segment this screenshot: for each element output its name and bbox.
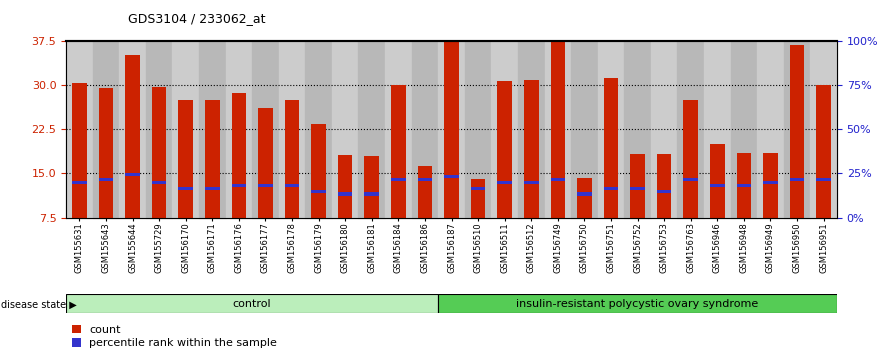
Bar: [498, 181, 512, 184]
Bar: [125, 173, 140, 176]
Bar: [338, 155, 352, 218]
Bar: [232, 184, 246, 187]
Bar: [252, 41, 278, 218]
Bar: [306, 41, 332, 218]
Bar: [258, 184, 273, 187]
Bar: [152, 87, 167, 218]
Bar: [518, 41, 544, 218]
FancyBboxPatch shape: [438, 294, 837, 313]
Bar: [152, 181, 167, 184]
Bar: [651, 41, 677, 218]
Bar: [359, 41, 385, 218]
Bar: [710, 144, 725, 218]
Bar: [625, 41, 651, 218]
Bar: [444, 175, 459, 178]
Bar: [258, 108, 273, 218]
Bar: [784, 41, 811, 218]
Bar: [677, 41, 704, 218]
Bar: [438, 41, 465, 218]
Bar: [657, 154, 671, 218]
Bar: [99, 178, 114, 181]
Bar: [789, 178, 804, 181]
Bar: [411, 41, 438, 218]
Bar: [630, 187, 645, 190]
Bar: [737, 153, 751, 218]
Bar: [332, 41, 359, 218]
Bar: [763, 181, 778, 184]
Bar: [789, 45, 804, 218]
Bar: [119, 41, 146, 218]
Bar: [99, 88, 114, 218]
Legend: count, percentile rank within the sample: count, percentile rank within the sample: [71, 325, 278, 348]
Bar: [72, 82, 86, 218]
Bar: [470, 187, 485, 190]
Bar: [391, 178, 405, 181]
Bar: [811, 41, 837, 218]
Text: insulin-resistant polycystic ovary syndrome: insulin-resistant polycystic ovary syndr…: [516, 298, 759, 309]
Bar: [470, 179, 485, 218]
Bar: [577, 193, 592, 196]
Bar: [338, 193, 352, 196]
Bar: [444, 41, 459, 218]
Bar: [418, 166, 433, 218]
Bar: [551, 41, 565, 218]
Bar: [173, 41, 199, 218]
Bar: [125, 56, 140, 218]
Bar: [365, 193, 379, 196]
Bar: [571, 41, 597, 218]
Bar: [737, 184, 751, 187]
Bar: [66, 41, 93, 218]
Bar: [385, 41, 411, 218]
Bar: [603, 187, 618, 190]
Bar: [465, 41, 492, 218]
Bar: [704, 41, 730, 218]
Bar: [524, 181, 538, 184]
Bar: [817, 178, 831, 181]
Bar: [418, 178, 433, 181]
Bar: [757, 41, 784, 218]
Bar: [365, 156, 379, 218]
Text: disease state ▶: disease state ▶: [1, 300, 77, 310]
Bar: [492, 41, 518, 218]
Bar: [285, 100, 300, 218]
Bar: [710, 184, 725, 187]
Bar: [391, 85, 405, 218]
Bar: [524, 80, 538, 218]
Bar: [72, 181, 86, 184]
Bar: [544, 41, 571, 218]
Text: control: control: [233, 298, 271, 309]
Bar: [93, 41, 119, 218]
Bar: [146, 41, 173, 218]
Bar: [311, 125, 326, 218]
Bar: [285, 184, 300, 187]
Bar: [205, 187, 219, 190]
Bar: [597, 41, 625, 218]
Bar: [178, 100, 193, 218]
Bar: [684, 178, 698, 181]
Bar: [232, 93, 246, 218]
Bar: [603, 78, 618, 218]
Bar: [226, 41, 252, 218]
Bar: [730, 41, 757, 218]
Bar: [684, 100, 698, 218]
FancyBboxPatch shape: [66, 294, 438, 313]
Bar: [311, 189, 326, 193]
Bar: [551, 178, 565, 181]
Bar: [278, 41, 306, 218]
Bar: [577, 178, 592, 218]
Bar: [199, 41, 226, 218]
Bar: [763, 153, 778, 218]
Bar: [205, 100, 219, 218]
Bar: [178, 187, 193, 190]
Bar: [817, 85, 831, 218]
Bar: [630, 154, 645, 218]
Bar: [498, 81, 512, 218]
Bar: [657, 189, 671, 193]
Text: GDS3104 / 233062_at: GDS3104 / 233062_at: [128, 12, 265, 25]
